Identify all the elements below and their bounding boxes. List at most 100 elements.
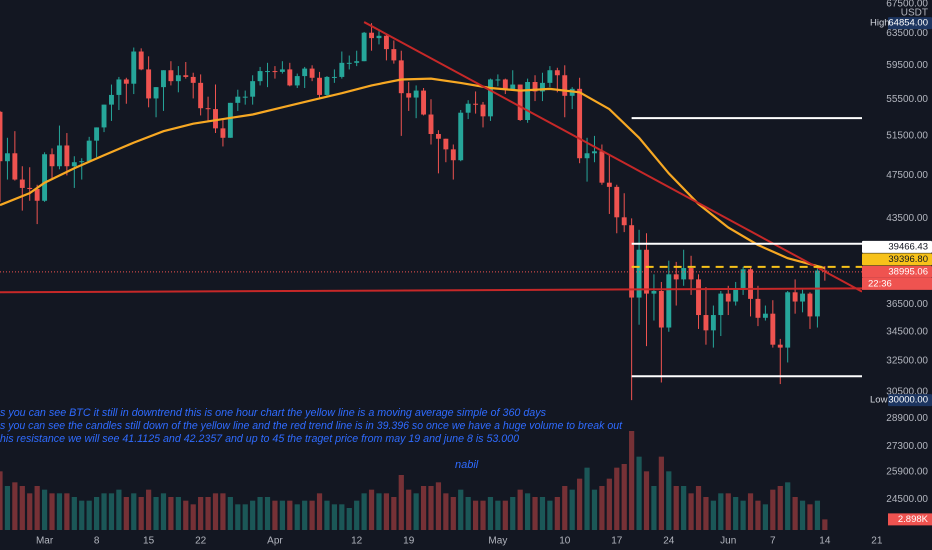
- candle-body: [12, 153, 18, 180]
- volume-bar: [725, 493, 731, 530]
- candle-body: [213, 109, 218, 129]
- candle-body: [487, 79, 493, 117]
- x-tick-label: Apr: [267, 536, 283, 547]
- x-tick-label: 19: [403, 536, 415, 547]
- candle-body: [636, 249, 642, 298]
- candle-body: [740, 269, 746, 290]
- volume-bar: [599, 486, 605, 530]
- volume-bar: [4, 486, 11, 530]
- candle-body: [495, 79, 501, 81]
- volume-bar: [510, 497, 516, 530]
- volume-bar: [554, 497, 560, 530]
- price-badge: [888, 17, 932, 30]
- x-tick-label: 8: [94, 536, 100, 547]
- volume-bar: [688, 493, 694, 530]
- volume-bar: [606, 478, 612, 530]
- volume-bar: [212, 493, 219, 530]
- volume-bar: [324, 500, 330, 530]
- candle-body: [42, 154, 48, 201]
- candle-body: [131, 51, 137, 84]
- candle-body: [272, 71, 278, 73]
- candle-body: [331, 76, 337, 78]
- volume-bar: [49, 493, 55, 530]
- volume-bar: [376, 493, 382, 530]
- candle-body: [339, 62, 345, 77]
- countdown-badge: [862, 277, 932, 290]
- candle-body: [56, 145, 62, 167]
- x-tick-label: 24: [663, 536, 675, 547]
- volume-bar: [235, 504, 241, 530]
- volume-bar: [0, 471, 3, 530]
- price-badge-label: 64854.00: [888, 18, 928, 29]
- volume-bar: [465, 497, 471, 530]
- candle-body: [79, 161, 85, 163]
- volume-bar: [56, 493, 63, 530]
- candle-body: [406, 93, 412, 98]
- axes: USDT 67500.00 63500.00 59500.00 55500.00 515…: [36, 0, 932, 547]
- candle-body: [391, 49, 397, 61]
- y-tick-label: 47500.00: [886, 170, 928, 181]
- candle-body: [34, 188, 40, 201]
- candle-body: [666, 274, 672, 328]
- candle-body: [317, 77, 322, 95]
- volume-bar: [651, 486, 657, 530]
- candle-body: [398, 60, 404, 94]
- candle-body: [175, 75, 181, 82]
- candle-body: [577, 88, 583, 159]
- candle-body: [562, 75, 568, 96]
- candle-body: [517, 84, 523, 121]
- candle-body: [592, 151, 597, 154]
- candle-body: [696, 279, 701, 316]
- candle-body: [287, 69, 293, 86]
- volume-bar: [406, 489, 412, 530]
- y-tick-label: 25900.00: [886, 467, 928, 478]
- candle-body: [658, 290, 664, 328]
- plot-area: [0, 21, 862, 530]
- volume-bar: [718, 493, 724, 530]
- volume-bar: [71, 497, 77, 530]
- candle-body: [718, 293, 724, 316]
- candle-body: [614, 186, 620, 218]
- volume-bar: [584, 467, 590, 530]
- y-tick-label: 67500.00: [886, 0, 928, 9]
- volume-bar: [279, 500, 285, 530]
- volume-bar: [398, 475, 404, 530]
- x-tick-label: Jun: [720, 536, 736, 547]
- moving-average: [0, 77, 826, 270]
- volume-bar: [770, 489, 776, 530]
- candle-body: [250, 81, 256, 97]
- volume-bar: [636, 456, 642, 530]
- candle-body: [621, 217, 627, 226]
- volume-bar: [785, 482, 791, 530]
- candle-body: [703, 315, 709, 331]
- candle-body: [421, 90, 427, 115]
- volume-bar: [272, 500, 278, 530]
- trend-line: [363, 21, 862, 293]
- candle-body: [235, 96, 241, 103]
- volume-bar: [250, 500, 256, 530]
- candle-body: [294, 76, 300, 86]
- volume-bar: [12, 482, 18, 530]
- volume-bar: [41, 489, 48, 530]
- candle-body: [681, 268, 687, 280]
- volume-bar: [792, 497, 798, 530]
- y-tick-label: 28900.00: [886, 413, 928, 424]
- volume-bar: [762, 504, 768, 530]
- candle-body: [4, 153, 10, 162]
- candle-body: [64, 145, 70, 167]
- candle-body: [86, 140, 92, 162]
- volume-bar: [309, 500, 315, 530]
- candle-body: [361, 32, 367, 62]
- x-tick-label: Mar: [36, 536, 54, 547]
- candle-body: [183, 75, 189, 77]
- candle-body: [673, 274, 679, 280]
- candle-body: [599, 151, 605, 183]
- volume-bar: [108, 493, 115, 530]
- volume-bar: [443, 493, 449, 530]
- candle-body: [227, 102, 233, 138]
- candle-body: [480, 104, 486, 117]
- x-tick-label: 17: [611, 536, 623, 547]
- volume-bar: [294, 504, 300, 530]
- volume-bar: [450, 497, 456, 530]
- volume-bar: [391, 497, 397, 530]
